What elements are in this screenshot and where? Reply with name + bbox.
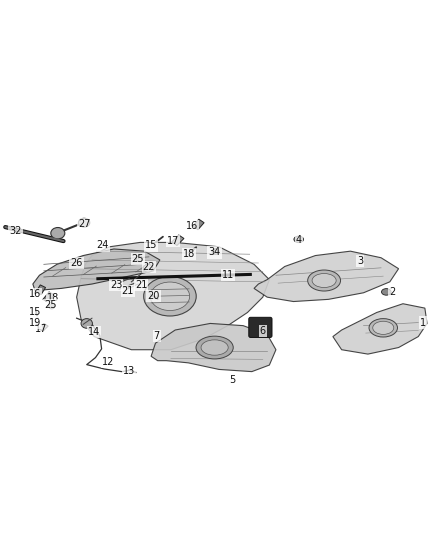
Text: 15: 15: [29, 308, 41, 318]
Text: 19: 19: [29, 318, 41, 328]
Ellipse shape: [307, 270, 341, 291]
Ellipse shape: [143, 264, 153, 272]
Text: 2: 2: [389, 287, 395, 297]
Text: 24: 24: [97, 240, 109, 251]
Text: 17: 17: [35, 324, 48, 334]
Ellipse shape: [78, 219, 90, 227]
Text: 20: 20: [147, 291, 159, 301]
Ellipse shape: [136, 255, 142, 262]
Polygon shape: [254, 251, 399, 302]
Text: 6: 6: [260, 326, 266, 336]
Ellipse shape: [81, 319, 92, 328]
Polygon shape: [39, 324, 48, 332]
Ellipse shape: [144, 277, 196, 316]
Ellipse shape: [196, 336, 233, 359]
Ellipse shape: [294, 236, 304, 243]
Text: 32: 32: [9, 227, 21, 237]
Text: 21: 21: [122, 286, 134, 296]
Ellipse shape: [51, 228, 65, 239]
Text: 3: 3: [357, 256, 363, 266]
Polygon shape: [333, 304, 427, 354]
Polygon shape: [172, 235, 184, 246]
Text: 18: 18: [47, 293, 60, 303]
Text: 23: 23: [110, 280, 122, 290]
Polygon shape: [36, 285, 46, 295]
Text: 18: 18: [183, 249, 195, 259]
Ellipse shape: [381, 288, 391, 295]
Text: 22: 22: [143, 262, 155, 272]
Text: 26: 26: [71, 258, 83, 268]
Text: 1: 1: [420, 318, 426, 328]
Ellipse shape: [212, 249, 219, 254]
Polygon shape: [77, 243, 269, 350]
Text: 7: 7: [154, 330, 160, 341]
Text: 27: 27: [78, 219, 90, 229]
Text: 11: 11: [222, 270, 234, 280]
Ellipse shape: [49, 303, 55, 309]
Text: 14: 14: [88, 327, 100, 337]
Polygon shape: [151, 324, 276, 372]
Text: 17: 17: [167, 236, 179, 246]
Text: 16: 16: [29, 289, 41, 298]
Ellipse shape: [150, 282, 190, 311]
Polygon shape: [33, 249, 160, 290]
Text: 25: 25: [132, 254, 144, 264]
Polygon shape: [193, 219, 204, 230]
Text: 4: 4: [296, 235, 302, 245]
Polygon shape: [43, 292, 54, 302]
Ellipse shape: [312, 273, 336, 287]
Text: 21: 21: [135, 280, 147, 290]
Ellipse shape: [201, 340, 228, 355]
Ellipse shape: [369, 319, 398, 337]
Ellipse shape: [373, 321, 394, 334]
Text: 16: 16: [186, 221, 198, 231]
Text: 34: 34: [208, 247, 221, 257]
Text: 5: 5: [229, 375, 235, 385]
Text: 12: 12: [102, 357, 115, 367]
Text: 15: 15: [145, 240, 157, 251]
Text: 25: 25: [44, 300, 57, 310]
FancyBboxPatch shape: [249, 317, 272, 337]
Text: 13: 13: [123, 366, 135, 376]
